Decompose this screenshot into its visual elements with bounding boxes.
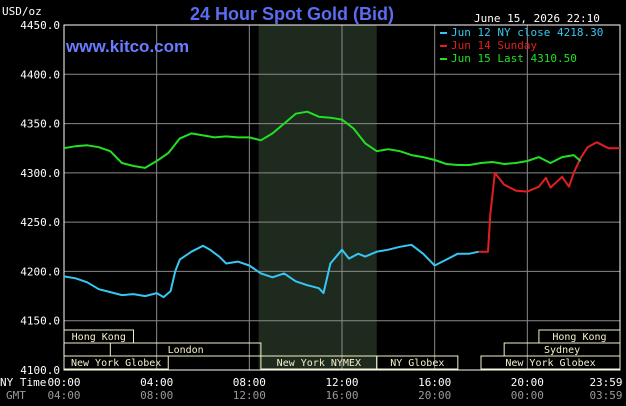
session-label: Hong Kong [552,332,606,343]
session-label: New York Globex [505,358,595,369]
chart-title: 24 Hour Spot Gold (Bid) [190,4,394,24]
series-line-3 [63,110,582,169]
y-tick-label: 4450.0 [20,19,60,32]
session-label: London [168,345,204,356]
legend-item: Jun 14 Sunday [451,39,537,52]
x-tick-label-ny: 08:00 [233,376,266,389]
session-label: Sydney [544,345,580,356]
y-tick-label: 4300.0 [20,167,60,180]
y-tick-label: 4200.0 [20,265,60,278]
session-box [63,355,169,370]
x-tick-label-gmt: 08:00 [140,389,173,402]
session-label: New York NYMEX [277,358,361,369]
datetime-label: June 15, 2026 22:10 [474,12,600,25]
x-tick-label-ny: 04:00 [140,376,173,389]
gmt-label: GMT [6,389,26,402]
ny-time-label: NY Time [0,376,46,389]
x-tick-label-gmt: 16:00 [325,389,358,402]
legend-item: Jun 15 Last 4310.50 [451,52,577,65]
unit-label: USD/oz [2,5,42,18]
y-tick-label: 4250.0 [20,216,60,229]
session-box [63,329,134,344]
y-tick-label: 4150.0 [20,315,60,328]
session-label: Hong Kong [72,332,126,343]
y-tick-label: 4350.0 [20,118,60,131]
nymex-shade [258,25,377,370]
y-tick-label: 4400.0 [20,68,60,81]
y-tick-label: 4100.0 [20,364,60,377]
x-tick-label-gmt: 12:00 [233,389,266,402]
legend-item: Jun 12 NY close 4218.30 [451,26,603,39]
x-tick-label-ny: 23:59 [589,376,622,389]
x-tick-label-ny: 12:00 [325,376,358,389]
x-tick-label-ny: 00:00 [47,376,80,389]
x-tick-label-gmt: 03:59 [589,389,622,402]
session-box [376,355,459,370]
session-label: New York Globex [71,358,161,369]
x-tick-label-ny: 20:00 [511,376,544,389]
session-box [480,355,621,370]
x-tick-label-ny: 16:00 [418,376,451,389]
x-tick-label-gmt: 00:00 [511,389,544,402]
session-label: NY Globex [390,358,444,369]
x-tick-label-gmt: 04:00 [47,389,80,402]
session-box [109,342,262,357]
x-tick-label-gmt: 20:00 [418,389,451,402]
site-url[interactable]: www.kitco.com [65,37,189,56]
series-line-1 [63,243,479,299]
series-line-2 [478,141,620,253]
plot-frame [63,24,621,371]
